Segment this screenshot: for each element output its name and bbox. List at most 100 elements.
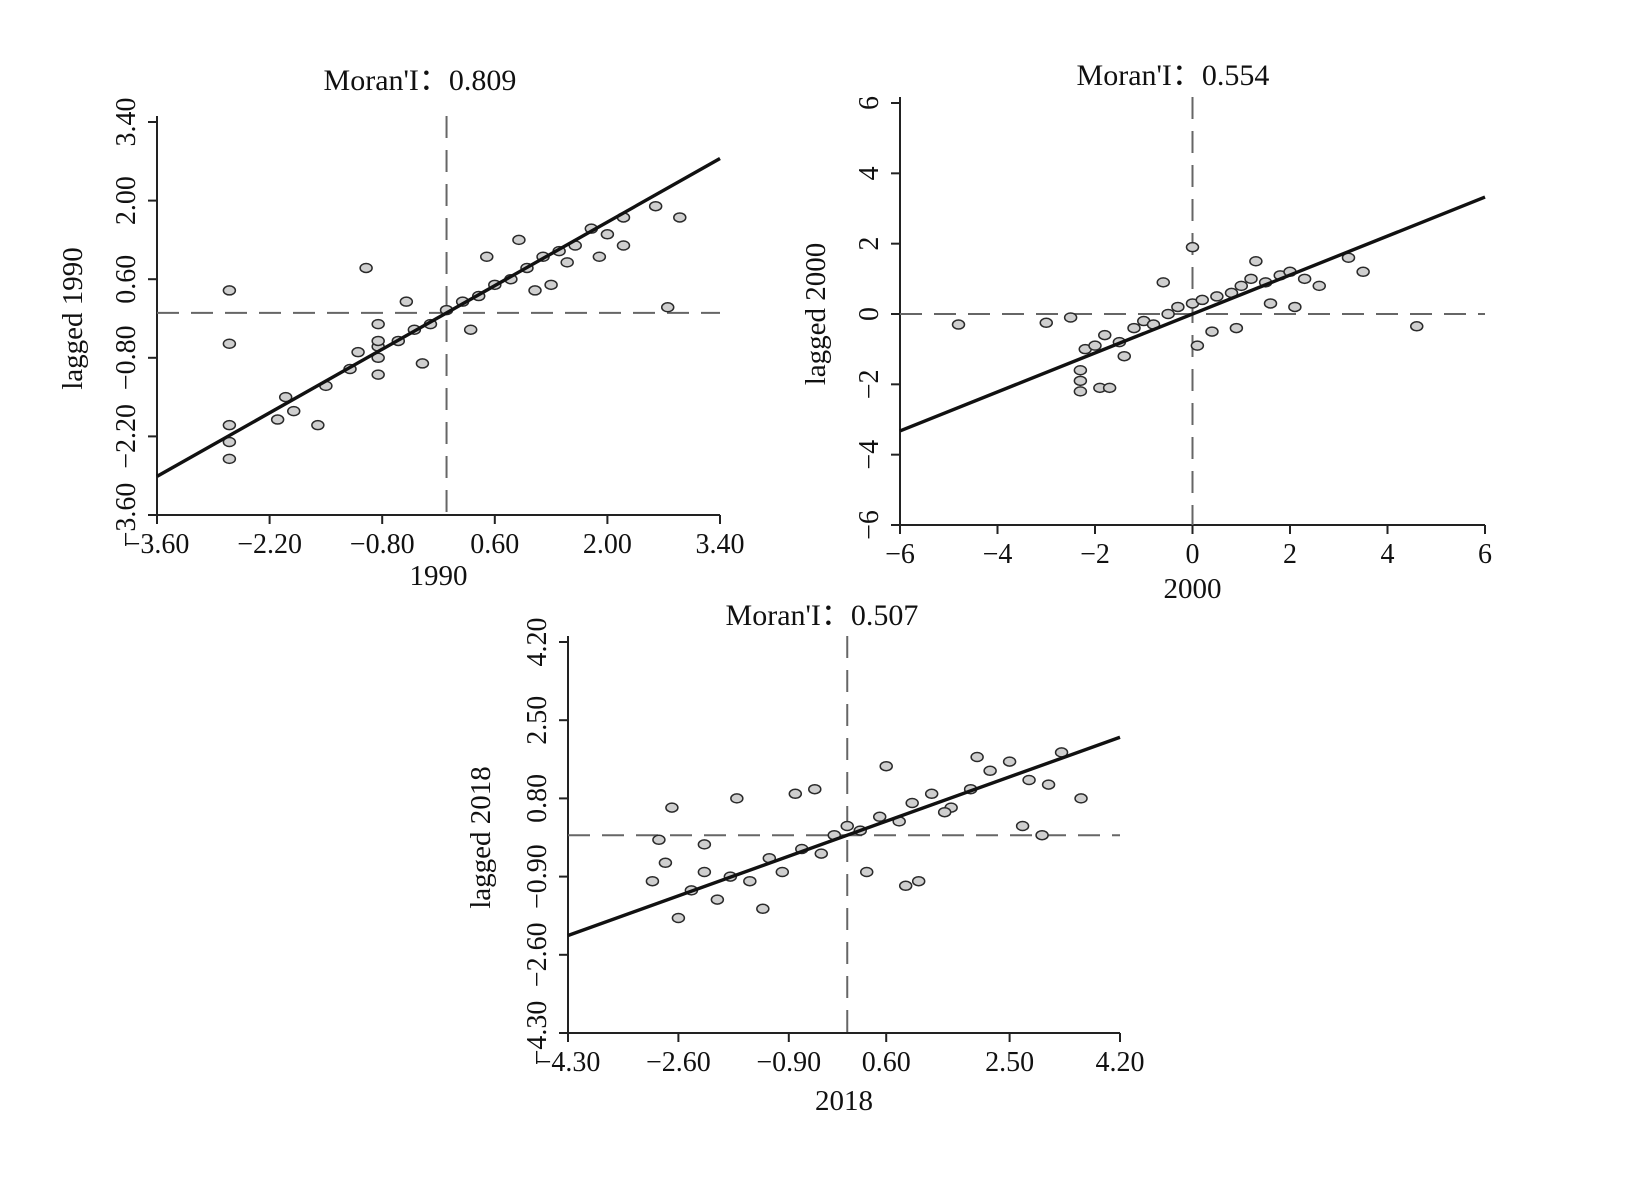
- y-tick-label: 2.50: [522, 696, 553, 745]
- data-point: [415, 358, 430, 369]
- x-tick-label: −0.80: [350, 529, 415, 560]
- y-tick-label: 0.60: [111, 255, 142, 304]
- x-tick-label: −3.60: [125, 529, 190, 560]
- data-point: [1312, 280, 1326, 292]
- data-point: [1244, 273, 1258, 285]
- y-tick-label: 4.20: [522, 618, 553, 667]
- data-point: [1073, 365, 1088, 376]
- y-tick-label: 2: [854, 237, 885, 251]
- data-point: [1234, 280, 1248, 292]
- data-point: [311, 419, 325, 431]
- data-point: [756, 903, 770, 915]
- data-point: [286, 405, 301, 417]
- data-point: [924, 788, 939, 800]
- x-tick-label: −2.60: [646, 1047, 711, 1078]
- y-axis-label: lagged 2018: [465, 766, 497, 909]
- y-tick-label: 0: [854, 307, 885, 321]
- x-axis-label: 1990: [410, 560, 468, 592]
- data-point: [898, 880, 913, 892]
- y-tick-label: −4.30: [522, 1001, 553, 1066]
- data-point: [359, 262, 373, 274]
- data-point: [371, 369, 385, 380]
- data-point: [592, 251, 607, 262]
- data-point: [730, 793, 744, 804]
- data-point: [560, 257, 574, 268]
- x-axis-label: 2000: [1164, 573, 1222, 605]
- data-point: [648, 200, 663, 212]
- data-point: [371, 335, 385, 347]
- chart-title: Moran'I：0.809: [324, 64, 517, 97]
- data-point: [480, 251, 494, 262]
- data-point: [911, 875, 926, 887]
- data-point: [1035, 829, 1049, 841]
- y-tick-label: −0.90: [522, 844, 553, 909]
- data-point: [951, 319, 966, 330]
- data-point: [1015, 820, 1030, 832]
- data-point: [544, 279, 558, 291]
- data-point: [616, 240, 631, 251]
- regression-line: [567, 735, 1121, 938]
- x-tick-label: −6: [885, 539, 915, 570]
- data-point: [528, 285, 542, 296]
- data-point: [1127, 322, 1141, 334]
- data-point: [1039, 317, 1053, 329]
- data-point: [1288, 301, 1302, 313]
- y-tick-label: −6: [854, 510, 885, 540]
- data-point: [1185, 241, 1200, 253]
- x-tick-label: −4: [983, 539, 1013, 570]
- data-point: [1102, 382, 1117, 394]
- data-point: [1074, 793, 1088, 804]
- y-axis-label: lagged 1990: [57, 247, 89, 390]
- data-point: [660, 302, 675, 313]
- x-tick-label: 6: [1478, 539, 1492, 570]
- x-tick-label: −4.30: [536, 1047, 601, 1078]
- y-axis-label: lagged 2000: [800, 243, 832, 386]
- data-point: [463, 324, 478, 335]
- data-point: [1356, 266, 1370, 278]
- data-point: [222, 453, 237, 465]
- data-point: [512, 234, 526, 246]
- data-point: [270, 414, 285, 425]
- data-point: [1297, 273, 1312, 285]
- data-point: [278, 391, 293, 403]
- data-point: [697, 839, 712, 850]
- data-point: [859, 866, 874, 878]
- x-tick-label: 0.60: [470, 529, 519, 560]
- data-point: [1263, 298, 1278, 309]
- data-point: [399, 296, 414, 307]
- x-tick-label: 4: [1381, 539, 1395, 570]
- data-point: [222, 285, 237, 296]
- y-tick-label: −2.20: [111, 404, 142, 469]
- x-tick-label: 0.60: [862, 1047, 911, 1078]
- data-point: [1195, 294, 1209, 306]
- data-point: [814, 848, 829, 859]
- x-tick-label: 2: [1283, 539, 1297, 570]
- data-point: [983, 765, 997, 777]
- data-point: [840, 820, 854, 832]
- data-point: [222, 436, 237, 448]
- data-point: [1041, 779, 1056, 790]
- data-point: [808, 783, 822, 795]
- data-point: [1205, 326, 1219, 337]
- data-point: [710, 894, 725, 905]
- regression-line: [156, 156, 721, 478]
- x-tick-label: 2.50: [985, 1047, 1034, 1078]
- moran-scatter-2018: Moran'I：0.507 −4.30 −2.60 −0.90 0.60 2.50 4.20…: [465, 599, 1145, 1117]
- data-point: [1098, 329, 1112, 341]
- data-point: [1063, 312, 1078, 323]
- x-tick-label: 0: [1186, 539, 1200, 570]
- data-point: [652, 834, 666, 846]
- data-point: [1002, 756, 1017, 767]
- data-point: [1190, 340, 1205, 351]
- data-point: [743, 875, 757, 887]
- y-tick-label: 6: [854, 96, 885, 110]
- chart-title: Moran'I：0.507: [726, 599, 919, 632]
- data-point: [222, 338, 237, 350]
- data-point: [872, 811, 887, 823]
- y-tick-label: 3.40: [111, 98, 142, 147]
- data-point: [1210, 291, 1224, 302]
- data-point: [671, 912, 686, 924]
- data-point: [1022, 774, 1036, 786]
- data-point: [1171, 301, 1185, 313]
- data-point: [1073, 386, 1088, 397]
